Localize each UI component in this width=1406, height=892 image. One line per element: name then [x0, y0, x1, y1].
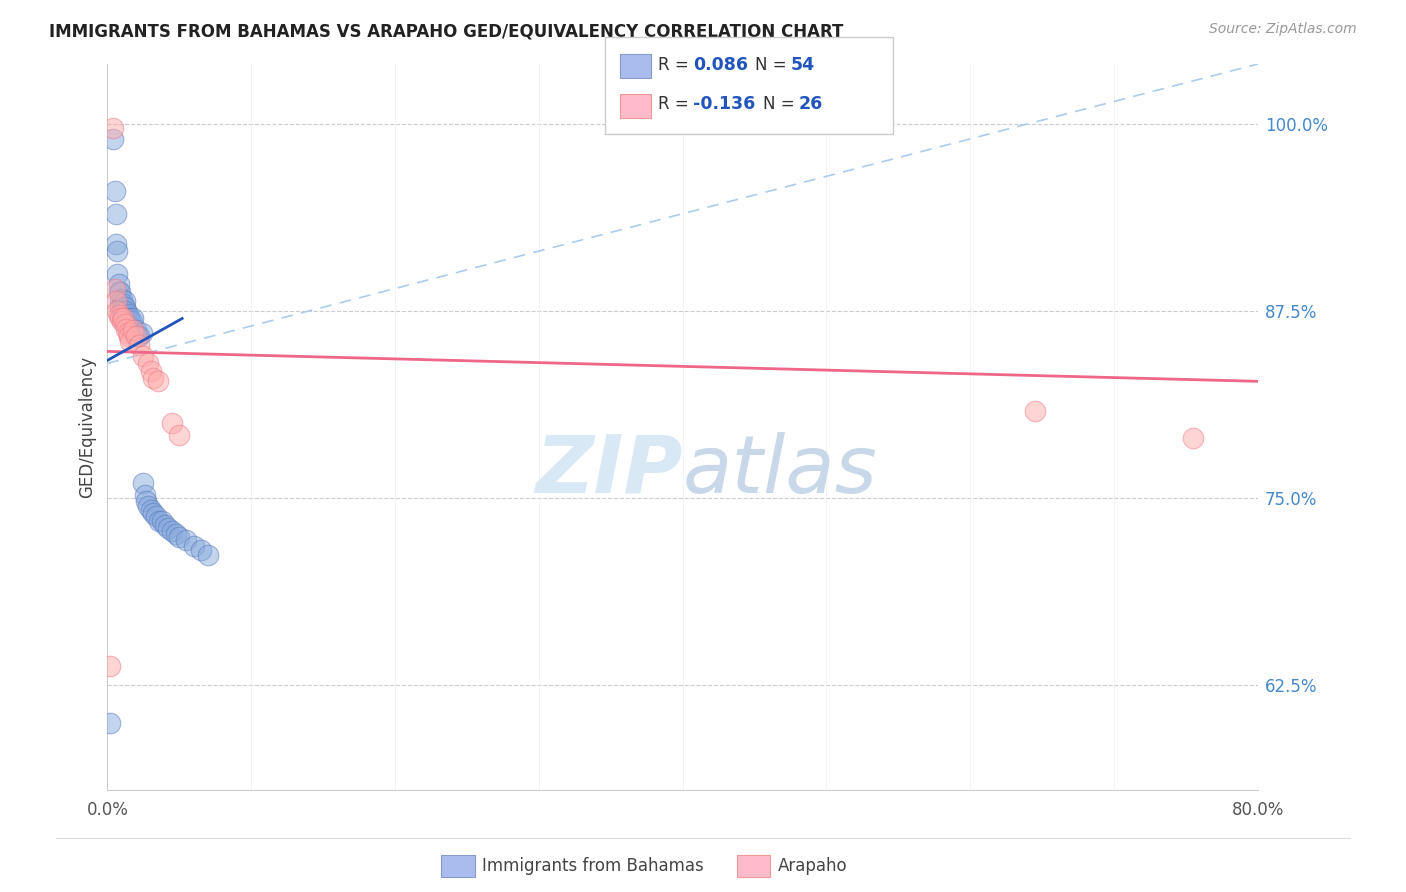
Point — [103, 281, 125, 295]
Text: N =: N = — [755, 56, 792, 74]
Point — [114, 309, 136, 323]
Point — [110, 285, 132, 299]
Point — [122, 311, 145, 326]
Point — [136, 356, 159, 370]
Text: ZIP: ZIP — [536, 432, 682, 509]
Point — [128, 338, 150, 352]
Text: N =: N = — [763, 95, 800, 113]
Point — [118, 318, 141, 333]
Point — [118, 311, 141, 326]
Text: -0.136: -0.136 — [693, 95, 755, 113]
Point — [112, 311, 135, 326]
Point — [122, 323, 145, 337]
Point — [115, 322, 138, 336]
Point — [125, 323, 148, 337]
Point — [108, 309, 131, 323]
Point — [165, 527, 187, 541]
Point — [142, 371, 165, 385]
Point — [107, 267, 129, 281]
Point — [135, 494, 157, 508]
Point — [111, 304, 134, 318]
Text: R =: R = — [658, 95, 695, 113]
Text: R =: R = — [658, 56, 695, 74]
Point — [115, 311, 138, 326]
Point — [131, 326, 153, 341]
Point — [156, 521, 179, 535]
Text: Source: ZipAtlas.com: Source: ZipAtlas.com — [1209, 22, 1357, 37]
Point — [107, 304, 129, 318]
Point — [111, 311, 134, 326]
Point — [110, 293, 132, 308]
Point — [169, 428, 191, 442]
Point — [114, 300, 136, 314]
Point — [117, 314, 139, 328]
Point — [127, 329, 149, 343]
Point — [112, 304, 135, 318]
Point — [1024, 404, 1046, 418]
Point — [153, 518, 176, 533]
Point — [120, 323, 142, 337]
Point — [107, 244, 129, 259]
Point — [136, 499, 159, 513]
Point — [139, 503, 162, 517]
Point — [105, 236, 128, 251]
Point — [114, 318, 136, 332]
Point — [132, 476, 155, 491]
Point — [108, 285, 131, 299]
Point — [150, 514, 173, 528]
Point — [125, 329, 148, 343]
Point — [132, 349, 155, 363]
Point — [105, 207, 128, 221]
Point — [110, 300, 132, 314]
Point — [120, 314, 142, 328]
Point — [101, 121, 124, 136]
Point — [103, 184, 125, 198]
Point — [111, 292, 134, 306]
Text: IMMIGRANTS FROM BAHAMAS VS ARAPAHO GED/EQUIVALENCY CORRELATION CHART: IMMIGRANTS FROM BAHAMAS VS ARAPAHO GED/E… — [49, 22, 844, 40]
Point — [118, 329, 141, 343]
Point — [110, 311, 132, 326]
Point — [111, 300, 134, 314]
Point — [111, 314, 134, 328]
Text: atlas: atlas — [682, 432, 877, 509]
Point — [139, 364, 162, 378]
Text: 54: 54 — [790, 56, 814, 74]
Point — [108, 277, 131, 291]
Point — [197, 548, 219, 562]
Point — [115, 304, 138, 318]
Point — [142, 506, 165, 520]
Point — [124, 326, 146, 341]
Point — [148, 514, 170, 528]
Point — [117, 307, 139, 321]
Point — [128, 329, 150, 343]
Text: 26: 26 — [799, 95, 823, 113]
Point — [98, 715, 121, 730]
Point — [121, 314, 143, 328]
Point — [160, 524, 183, 538]
Point — [176, 533, 198, 547]
Text: 0.086: 0.086 — [693, 56, 748, 74]
Point — [134, 488, 156, 502]
Point — [114, 293, 136, 308]
Point — [117, 326, 139, 341]
Point — [183, 539, 205, 553]
Point — [160, 416, 183, 430]
Text: Immigrants from Bahamas: Immigrants from Bahamas — [482, 857, 704, 875]
Point — [1182, 431, 1205, 445]
Point — [98, 658, 121, 673]
Text: Arapaho: Arapaho — [778, 857, 848, 875]
Point — [112, 296, 135, 310]
Point — [146, 375, 169, 389]
Point — [145, 509, 167, 524]
Point — [169, 530, 191, 544]
Point — [105, 293, 128, 308]
Point — [120, 334, 142, 348]
Point — [101, 132, 124, 146]
Y-axis label: GED/Equivalency: GED/Equivalency — [79, 356, 96, 498]
Point — [190, 543, 212, 558]
